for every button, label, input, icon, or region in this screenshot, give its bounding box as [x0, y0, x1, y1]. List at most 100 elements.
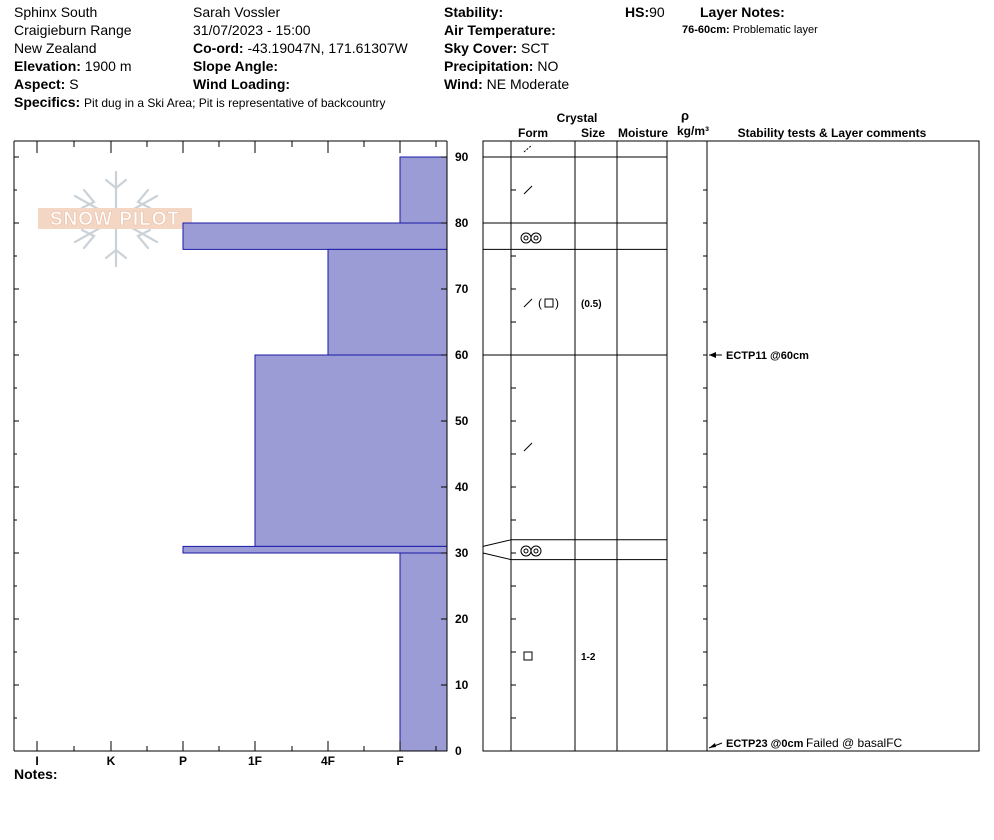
wind-label: Wind:: [444, 76, 483, 92]
grain-form-df: [523, 185, 533, 195]
hardness-tick-label: F: [396, 754, 403, 768]
grain-size-label: 1-2: [581, 652, 596, 663]
grain-form-fc: [523, 651, 533, 661]
layer-notes-label: Layer Notes:: [700, 4, 785, 20]
snowpilot-watermark: SNOW PILOT: [38, 170, 192, 268]
coord-field: Co-ord: -43.19047N, 171.61307W: [193, 40, 408, 56]
depth-tick-label: 40: [455, 480, 469, 494]
stability-test: ECTP11 @60cm: [709, 350, 809, 362]
decomposing-icon: [523, 442, 533, 452]
aspect-value: S: [69, 76, 79, 92]
sky-cover-value: SCT: [521, 40, 550, 56]
hardness-bar: [399, 552, 448, 752]
specifics-label: Specifics:: [14, 94, 81, 110]
test-result: ECTP11 @60cm: [726, 350, 809, 362]
hardness-tick-label: K: [107, 754, 116, 768]
crystal-table: Crystal Form Size Moisture ρkg/m³ Stability t…: [482, 108, 980, 752]
melt-form-icon: [533, 235, 539, 241]
arrow-icon: [709, 743, 716, 748]
hardness-tick-label: I: [35, 754, 38, 768]
sky-cover-field: Sky Cover: SCT: [444, 40, 549, 56]
crystal-header: Crystal: [557, 111, 598, 125]
stability-label: Stability:: [444, 4, 504, 20]
specifics-field: Specifics: Pit dug in a Ski Area; Pit is…: [14, 94, 386, 110]
layer-connector: [482, 539, 512, 547]
hardness-tick-label: P: [179, 754, 187, 768]
watermark-text: SNOW PILOT: [50, 209, 180, 230]
layer-note-text: Problematic layer: [732, 24, 818, 36]
depth-tick-label: 50: [455, 414, 469, 428]
specifics-value: Pit dug in a Ski Area; Pit is representa…: [84, 96, 386, 110]
coord-value: -43.19047N, 171.61307W: [247, 40, 408, 56]
grain-form-df-fc: (): [523, 296, 559, 310]
stability-tests: ECTP11 @60cm ECTP23 @0cm Failed @ basalFC: [708, 350, 903, 750]
hs-value: 90: [649, 4, 665, 20]
grain-form-dffd: [523, 144, 533, 153]
elevation-field: Elevation: 1900 m: [14, 58, 132, 74]
depth-tick-label: 0: [455, 744, 462, 758]
wind-loading-label: Wind Loading:: [193, 76, 291, 92]
hardness-bar: [254, 354, 448, 547]
density-symbol: ρ: [681, 108, 689, 123]
watermark-band: [38, 208, 192, 229]
stability-test: ECTP23 @0cm Failed @ basalFC: [708, 736, 903, 750]
melt-form-icon: [523, 235, 529, 241]
hardness-bar: [182, 545, 448, 554]
location-line-3: New Zealand: [14, 40, 97, 56]
stability-column-frame: [706, 140, 980, 752]
precipitation-value: NO: [537, 58, 559, 74]
faceted-icon: [523, 651, 533, 661]
aspect-field: Aspect: S: [14, 76, 79, 92]
coord-label: Co-ord:: [193, 40, 244, 56]
size-header: Size: [581, 126, 605, 140]
grain-size-label: (0.5): [581, 299, 602, 310]
depth-tick-label: 30: [455, 546, 469, 560]
precipitation-label: Precipitation:: [444, 58, 534, 74]
depth-tick-label: 20: [455, 612, 469, 626]
wind-value: NE Moderate: [486, 76, 570, 92]
elevation-label: Elevation:: [14, 58, 81, 74]
hardness-bar: [399, 156, 448, 224]
depth-tick-label: 10: [455, 678, 469, 692]
close-paren-icon: ): [555, 296, 559, 310]
arrow-icon: [709, 352, 716, 358]
decomposing-icon: [523, 185, 533, 195]
hs-field: HS:90: [625, 4, 665, 20]
depth-tick-label: 80: [455, 216, 469, 230]
melt-form-icon: [533, 548, 539, 554]
density-unit: kg/m³: [677, 124, 709, 138]
air-temperature-label: Air Temperature:: [444, 22, 556, 38]
location-line-1: Sphinx South: [14, 4, 98, 20]
decomposing-icon: [523, 298, 533, 308]
wind-field: Wind: NE Moderate: [444, 76, 569, 92]
form-header: Form: [518, 126, 548, 140]
faceted-icon: [544, 298, 554, 308]
profile-axes: I K P 1F 4F F 0 10 20 30 40 50 60 70 80 90: [13, 140, 469, 768]
melt-form-icon: [520, 545, 532, 557]
precipitation-field: Precipitation: NO: [444, 58, 558, 74]
test-result: ECTP23 @0cm: [726, 738, 804, 750]
decomposing-icon: [523, 144, 533, 153]
melt-form-icon: [523, 548, 529, 554]
hs-label: HS:: [625, 4, 650, 20]
melt-form-icon: [520, 232, 532, 244]
layer-note: 76-60cm: Problematic layer: [682, 24, 818, 37]
aspect-label: Aspect:: [14, 76, 66, 92]
sky-cover-label: Sky Cover:: [444, 40, 518, 56]
open-paren-icon: (: [538, 296, 542, 310]
layer-connector: [482, 552, 512, 561]
test-comment: Failed @ basalFC: [806, 736, 903, 750]
observer-name: Sarah Vossler: [193, 4, 281, 20]
notes-label: Notes:: [14, 766, 58, 782]
hardness-bar: [182, 222, 448, 250]
slope-angle-label: Slope Angle:: [193, 58, 279, 74]
location-line-2: Craigieburn Range: [14, 22, 132, 38]
hardness-tick-label: 1F: [248, 754, 262, 768]
observation-datetime: 31/07/2023 - 15:00: [193, 22, 311, 38]
moisture-header: Moisture: [618, 126, 668, 140]
depth-tick-label: 90: [455, 150, 469, 164]
melt-form-icon: [530, 232, 542, 244]
stability-header: Stability tests & Layer comments: [738, 126, 927, 140]
grain-form-df: [523, 442, 533, 452]
depth-tick-label: 70: [455, 282, 469, 296]
